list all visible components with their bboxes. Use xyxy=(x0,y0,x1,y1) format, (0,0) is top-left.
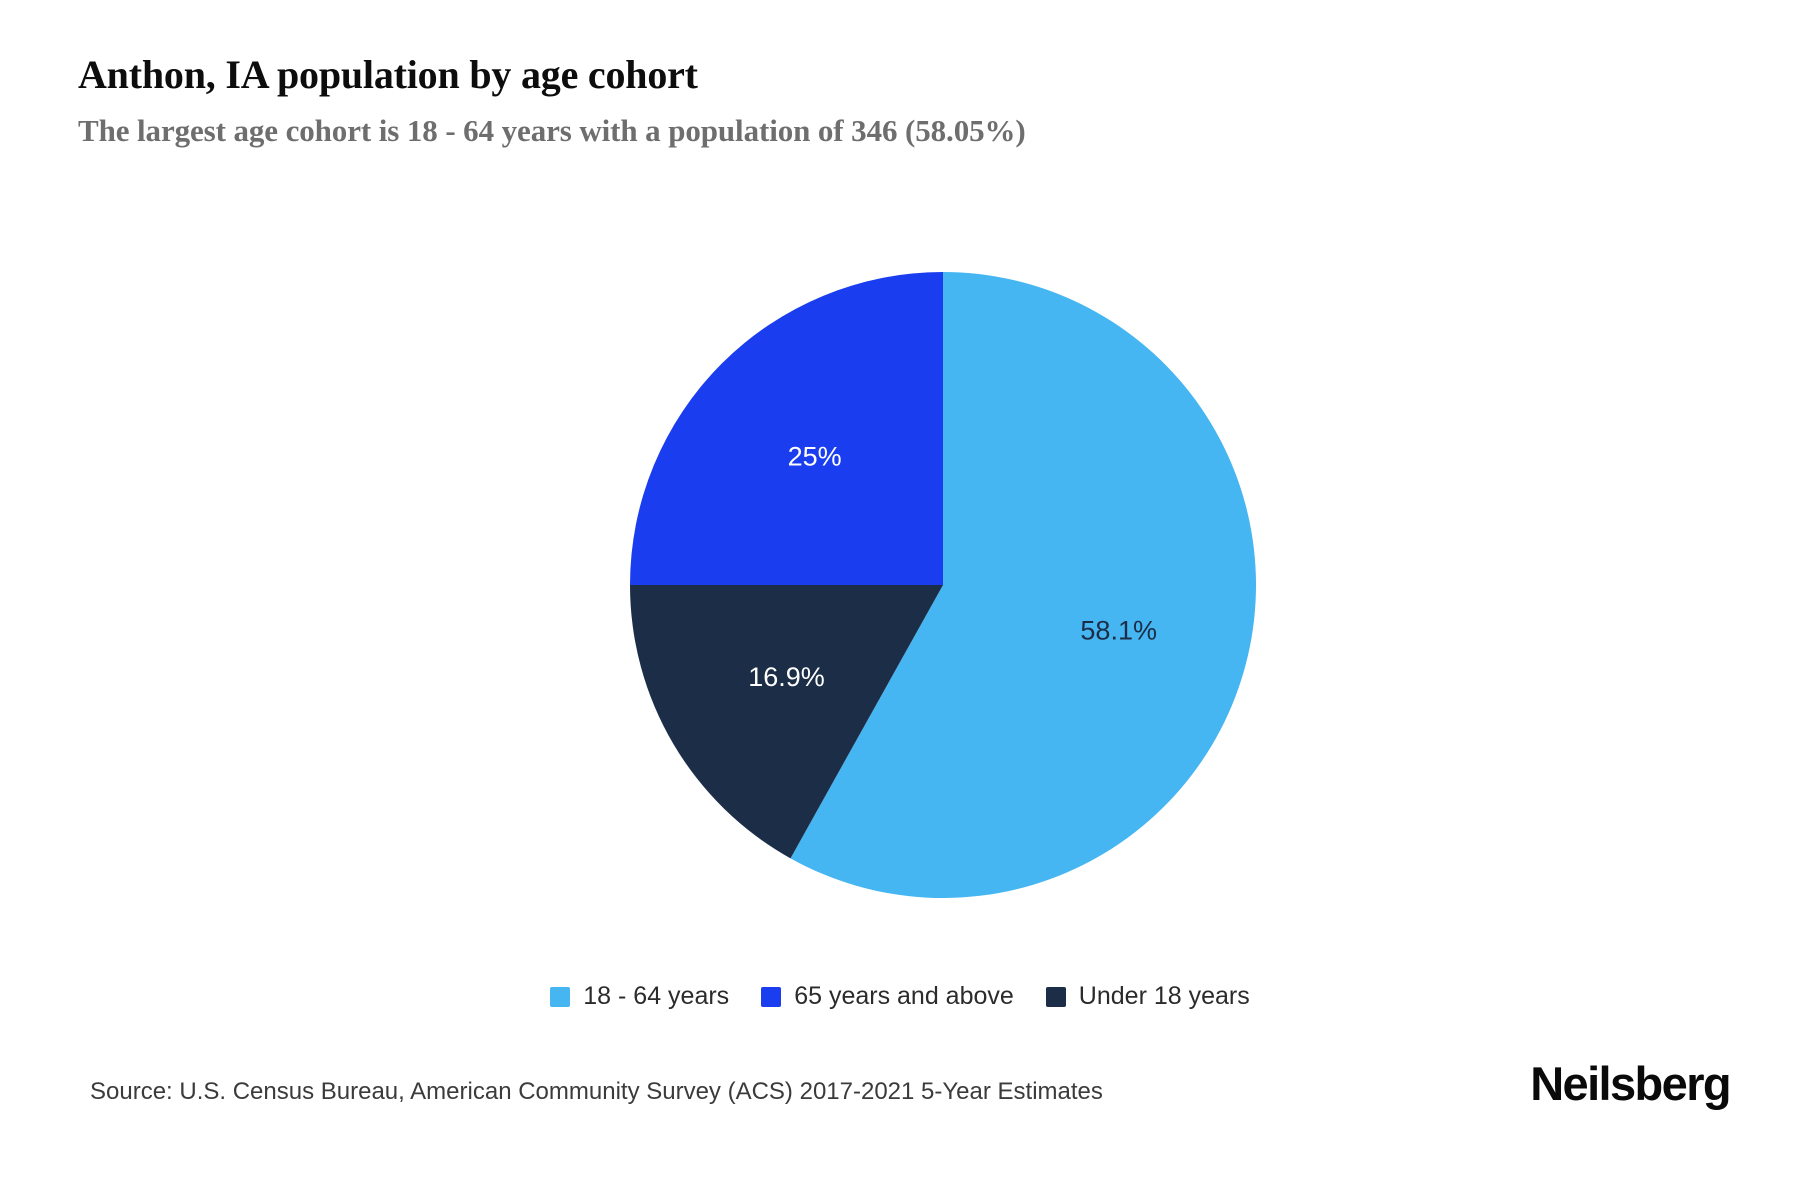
legend-swatch-icon xyxy=(550,986,571,1007)
legend-label: Under 18 years xyxy=(1078,982,1250,1010)
brand-logo: Neilsberg xyxy=(1530,1057,1731,1110)
pie-slice-label: 25% xyxy=(788,442,842,472)
legend-label: 18 - 64 years xyxy=(583,982,730,1010)
legend-item[interactable]: 18 - 64 years xyxy=(550,982,729,1011)
pie-chart: 58.1% 16.9% 25% xyxy=(630,272,1257,898)
legend-label: 65 years and above xyxy=(794,982,1014,1010)
pie-slice-label: 16.9% xyxy=(748,662,825,692)
pie-slice[interactable] xyxy=(630,585,943,859)
pie-slice[interactable] xyxy=(790,272,1257,898)
chart-subtitle: The largest age cohort is 18 - 64 years … xyxy=(78,113,1026,148)
legend-item[interactable]: 65 years and above xyxy=(761,982,1014,1011)
legend-swatch-icon xyxy=(761,986,782,1007)
pie-slice[interactable] xyxy=(630,272,943,585)
source-note: Source: U.S. Census Bureau, American Com… xyxy=(90,1078,1103,1105)
page-title: Anthon, IA population by age cohort xyxy=(78,52,698,97)
legend-item[interactable]: Under 18 years xyxy=(1045,982,1250,1011)
legend-swatch-icon xyxy=(1045,986,1066,1007)
pie-slice-label: 58.1% xyxy=(1080,616,1157,646)
chart-header: Anthon, IA population by age cohort The … xyxy=(78,52,1578,149)
chart-legend: 18 - 64 years 65 years and above Under 18 … xyxy=(0,982,1800,1011)
